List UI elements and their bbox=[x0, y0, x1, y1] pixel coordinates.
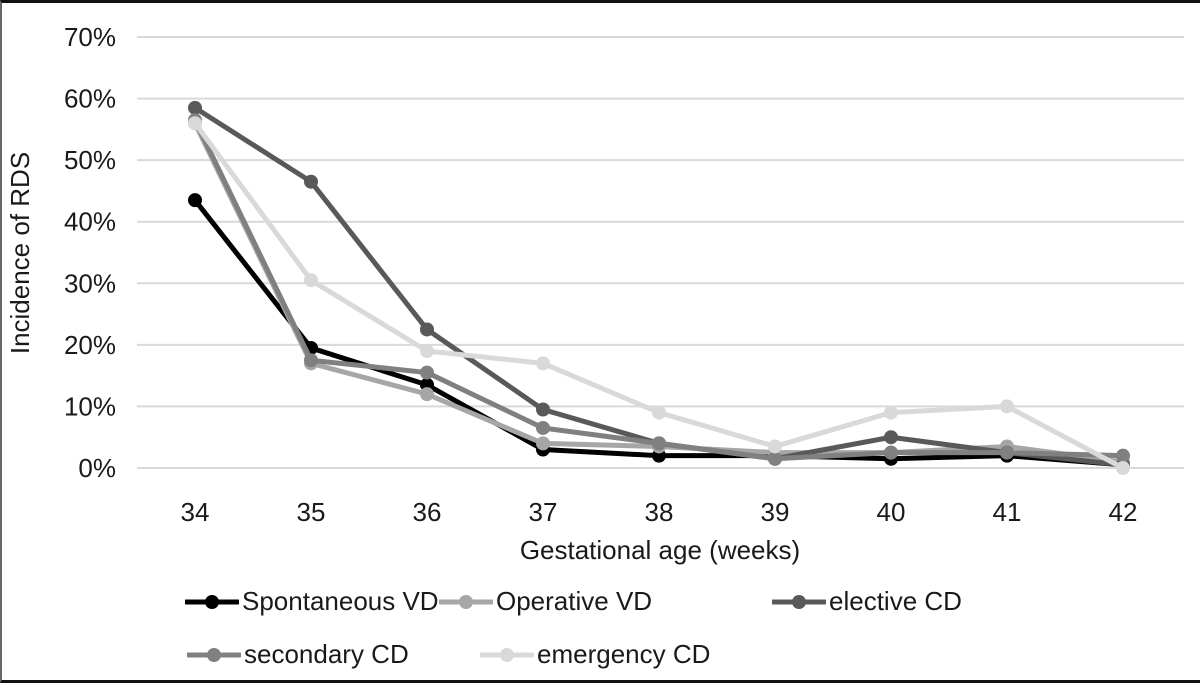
data-point-marker bbox=[420, 344, 434, 359]
y-tick-label: 20% bbox=[64, 330, 116, 360]
x-tick-label: 42 bbox=[1109, 497, 1138, 527]
data-point-marker bbox=[768, 451, 782, 466]
x-axis-title: Gestational age (weeks) bbox=[520, 535, 800, 565]
data-point-marker bbox=[420, 365, 434, 380]
y-axis-title: Incidence of RDS bbox=[5, 152, 35, 354]
y-tick-label: 30% bbox=[64, 268, 116, 298]
x-tick-label: 39 bbox=[761, 497, 790, 527]
series-layer bbox=[188, 100, 1130, 475]
y-tick-label: 70% bbox=[64, 22, 116, 52]
y-tick-label: 60% bbox=[64, 84, 116, 114]
data-point-marker bbox=[1116, 461, 1130, 475]
y-tick-label: 10% bbox=[64, 391, 116, 421]
data-point-marker bbox=[536, 420, 550, 435]
series-line-spontaneous-vd bbox=[192, 197, 1126, 468]
x-tick-label: 40 bbox=[877, 497, 906, 527]
data-point-marker bbox=[652, 436, 666, 451]
x-tick-label: 41 bbox=[993, 497, 1022, 527]
data-point-marker bbox=[304, 273, 318, 288]
data-point-marker bbox=[304, 353, 318, 368]
data-point-marker bbox=[1116, 448, 1130, 463]
data-point-marker bbox=[420, 322, 434, 337]
data-point-marker bbox=[884, 405, 898, 420]
axis-tick-labels: 0% 10% 20% 30% 40% 50% 60% 70% 34 35 36 37 38 39 40 41 4… bbox=[64, 22, 1138, 527]
line-chart-canvas: 0% 10% 20% 30% 40% 50% 60% 70% 34 35 36 37 38 39 40 41 4… bbox=[5, 22, 1184, 565]
data-point-marker bbox=[1000, 445, 1014, 460]
data-point-marker bbox=[304, 174, 318, 189]
data-point-marker bbox=[188, 100, 202, 115]
gridlines bbox=[137, 36, 1184, 469]
data-point-marker bbox=[652, 405, 666, 420]
data-point-marker bbox=[188, 193, 202, 208]
data-point-marker bbox=[536, 436, 550, 451]
x-tick-label: 36 bbox=[413, 497, 442, 527]
y-tick-label: 50% bbox=[64, 145, 116, 175]
data-point-marker bbox=[1000, 399, 1014, 414]
data-point-marker bbox=[536, 356, 550, 371]
y-tick-label: 40% bbox=[64, 207, 116, 237]
data-point-marker bbox=[768, 439, 782, 454]
data-point-marker bbox=[884, 445, 898, 460]
x-tick-label: 34 bbox=[181, 497, 210, 527]
data-point-marker bbox=[536, 402, 550, 417]
y-tick-label: 0% bbox=[78, 453, 116, 483]
x-tick-label: 38 bbox=[645, 497, 674, 527]
data-point-marker bbox=[188, 116, 202, 131]
data-point-marker bbox=[884, 430, 898, 445]
data-point-marker bbox=[420, 387, 434, 402]
x-tick-label: 37 bbox=[529, 497, 558, 527]
x-tick-label: 35 bbox=[297, 497, 326, 527]
